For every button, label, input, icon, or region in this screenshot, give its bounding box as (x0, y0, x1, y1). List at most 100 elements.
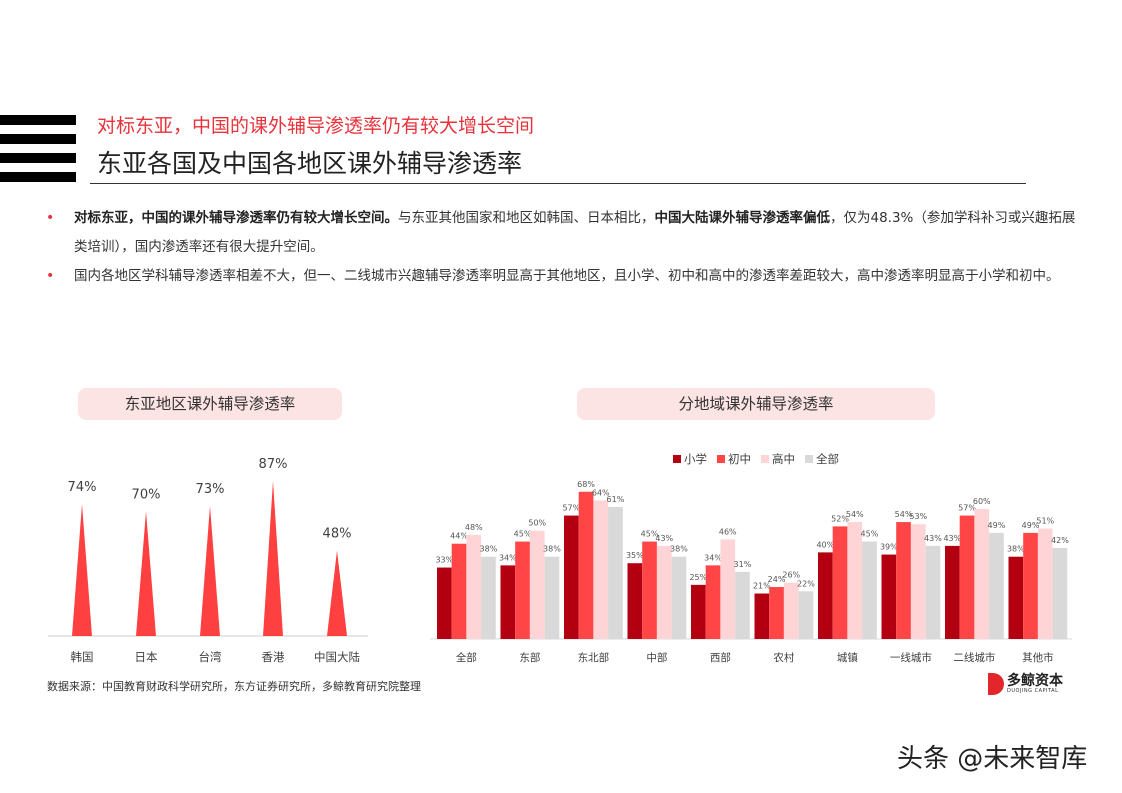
bar (642, 541, 657, 639)
bar (847, 522, 863, 639)
legend-item: 初中 (717, 451, 751, 467)
data-label: 49% (988, 521, 1006, 530)
data-label: 74% (68, 480, 97, 495)
legend-label: 小学 (684, 452, 707, 466)
bar (1023, 532, 1038, 639)
bar (896, 522, 911, 639)
header-decoration-bar (0, 134, 76, 144)
data-label: 64% (592, 488, 610, 497)
legend-item: 小学 (673, 451, 707, 467)
bar (671, 556, 687, 639)
bar (783, 582, 799, 639)
bar (754, 593, 770, 639)
header-decoration-bar (0, 153, 76, 163)
data-label: 53% (909, 512, 927, 521)
data-label: 38% (480, 545, 498, 554)
data-label: 33% (435, 556, 453, 565)
watermark: 头条 @未来智库 (897, 744, 1088, 774)
bar (1052, 548, 1068, 639)
logo-en-text: DUOJING CAPITAL (1007, 688, 1059, 694)
bar (832, 526, 848, 639)
data-label: 54% (846, 510, 864, 519)
bar (959, 515, 975, 639)
bullet-bold: 中国大陆课外辅导渗透率偏低 (654, 210, 831, 226)
bullet-item: • 国内各地区学科辅导渗透率相差不大，但一、二线城市兴趣辅导渗透率明显高于其他地… (46, 262, 1086, 291)
category-label: 东北部 (578, 651, 610, 664)
category-label: 日本 (135, 650, 158, 664)
data-label: 38% (670, 545, 688, 554)
data-label: 48% (465, 523, 483, 532)
bar (945, 545, 960, 639)
legend-label: 高中 (772, 452, 795, 466)
bar (881, 554, 897, 639)
legend-swatch-icon (761, 455, 769, 463)
category-label: 西部 (710, 651, 731, 664)
spike-bar (72, 504, 92, 636)
legend-label: 初中 (728, 452, 751, 466)
bullet-text: 与东亚其他国家和地区如韩国、日本相比， (398, 210, 655, 226)
data-label: 22% (797, 579, 815, 588)
bullet-list: • 对标东亚，中国的课外辅导渗透率仍有较大增长空间。与东亚其他国家和地区如韩国、… (46, 204, 1086, 291)
spike-bar (327, 550, 347, 636)
category-label: 香港 (262, 650, 285, 664)
data-label: 34% (704, 553, 722, 562)
legend-item: 高中 (761, 451, 795, 467)
bullet-bold: 对标东亚，中国的课外辅导渗透率仍有较大增长空间。 (74, 210, 398, 226)
data-label: 52% (831, 514, 849, 523)
data-label: 21% (753, 582, 771, 591)
bullet-text: 国内各地区学科辅导渗透率相差不大，但一、二线城市兴趣辅导渗透率明显高于其他地区，… (74, 268, 1060, 284)
bar (798, 591, 814, 639)
bar (1037, 528, 1053, 639)
bar (691, 584, 706, 639)
data-label: 48% (323, 526, 352, 541)
data-label: 46% (719, 527, 737, 536)
bar (705, 565, 721, 639)
bar (627, 563, 643, 639)
data-label: 70% (132, 487, 161, 502)
data-label: 57% (562, 504, 580, 513)
legend-swatch-icon (805, 455, 813, 463)
bar (974, 509, 990, 639)
category-label: 韩国 (71, 650, 94, 664)
data-label: 42% (1051, 536, 1069, 545)
data-label: 49% (1022, 521, 1040, 530)
bullet-text: ，仅为48.3%（参加学科补习或兴趣拓展类培训），国内渗透率还有很大提升空间。 (74, 210, 1076, 255)
data-label: 50% (528, 519, 546, 528)
bar (593, 500, 609, 639)
bar (925, 545, 941, 639)
category-label: 全部 (456, 651, 477, 664)
page-subtitle: 对标东亚，中国的课外辅导渗透率仍有较大增长空间 (97, 115, 535, 137)
chart-legend: 小学 初中 高中 全部 (673, 451, 839, 467)
category-label: 一线城市 (890, 651, 932, 664)
bar (989, 532, 1004, 639)
legend-swatch-icon (717, 455, 725, 463)
data-label: 26% (782, 571, 800, 580)
data-label: 61% (607, 495, 625, 504)
data-label: 39% (880, 543, 898, 552)
data-label: 40% (816, 540, 834, 549)
bar (466, 535, 482, 639)
category-label: 台湾 (199, 650, 222, 664)
bullet-item: • 对标东亚，中国的课外辅导渗透率仍有较大增长空间。与东亚其他国家和地区如韩国、… (46, 204, 1086, 262)
category-label: 城镇 (837, 651, 858, 664)
title-divider (90, 183, 1026, 184)
data-label: 43% (943, 534, 961, 543)
category-label: 农村 (773, 651, 794, 664)
bar (862, 541, 877, 639)
bar (564, 515, 579, 639)
spike-bar (200, 505, 220, 636)
category-label: 中部 (646, 651, 667, 664)
data-label: 87% (259, 457, 288, 472)
logo-text: 多鲸资本 (1007, 673, 1063, 689)
bullet-dot-icon: • (46, 268, 55, 284)
data-label: 43% (924, 534, 942, 543)
data-label: 31% (734, 560, 752, 569)
bar (769, 587, 784, 639)
header-decoration-bar (0, 115, 76, 125)
region-chart: 33% 44%48% 38% 全部 34% 45% 50% 38% 东部 57% 68%64%61%… (430, 480, 1072, 664)
data-label: 24% (768, 575, 786, 584)
data-label: 60% (973, 497, 991, 506)
category-label: 二线城市 (953, 651, 995, 664)
bar (481, 556, 496, 639)
data-label: 68% (577, 480, 595, 489)
